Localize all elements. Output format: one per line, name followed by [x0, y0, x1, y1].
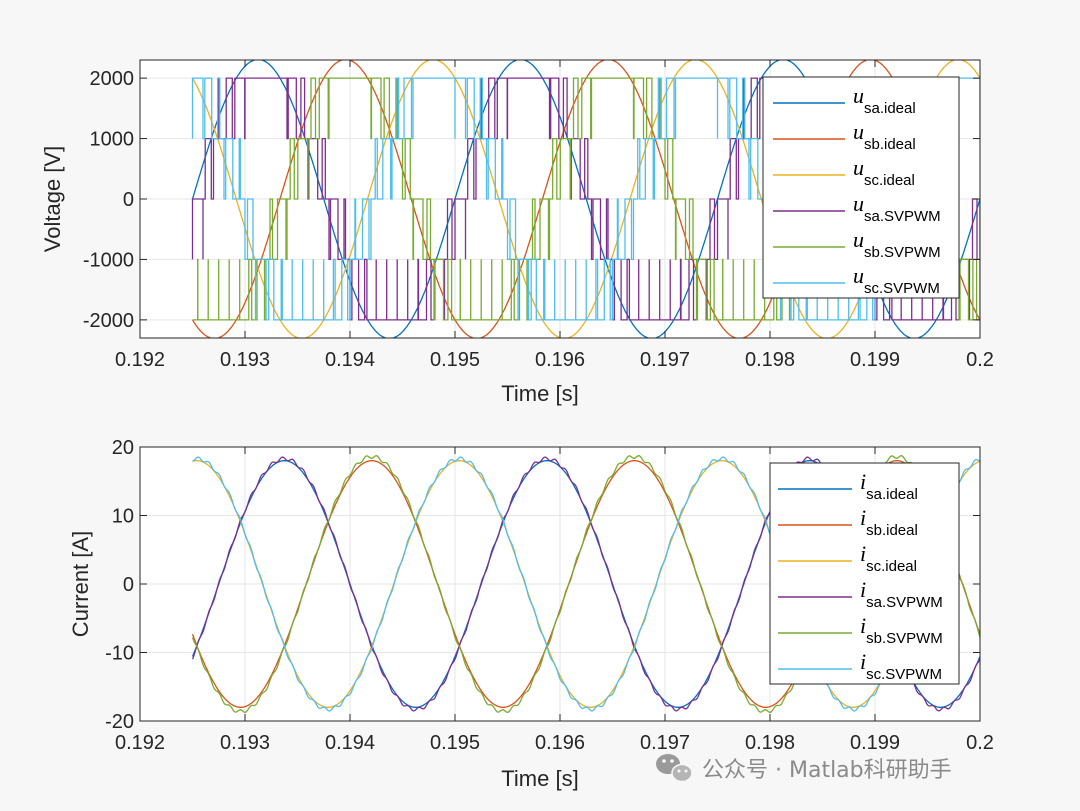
legend-label: isc.SVPWM — [860, 649, 942, 683]
x-tick-label: 0.196 — [535, 349, 585, 371]
legend-label: usc.ideal — [853, 155, 915, 189]
x-tick-label: 0.194 — [325, 732, 375, 754]
legend-label: isa.ideal — [860, 469, 918, 503]
voltage-axes: 0.192 0.193 0.194 0.195 0.196 0.197 0.198 0.199… — [40, 59, 994, 406]
legend-entry: isc.SVPWM — [778, 649, 942, 683]
x-tick-label: 0.193 — [220, 732, 270, 754]
legend-label: isc.ideal — [860, 541, 917, 575]
legend-entry: isb.SVPWM — [778, 613, 943, 647]
y-axis-label: Current [A] — [68, 531, 93, 637]
x-tick-label: 0.197 — [640, 349, 690, 371]
x-axis-label: Time [s] — [501, 381, 578, 406]
x-tick-label: 0.2 — [966, 349, 994, 371]
y-tick-label: -10 — [105, 643, 134, 665]
current-axes: 0.192 0.193 0.194 0.195 0.196 0.197 0.198 0.199… — [68, 437, 994, 791]
legend-label: isb.ideal — [860, 505, 918, 539]
x-tick-label: 0.193 — [220, 349, 270, 371]
legend: usa.idealusb.idealusc.idealusa.SVPWMusb.… — [762, 76, 960, 299]
x-tick-label: 0.192 — [115, 732, 165, 754]
legend-entry: usb.ideal — [773, 119, 916, 153]
legend-entry: usc.SVPWM — [773, 263, 940, 297]
y-tick-label: 0 — [123, 574, 134, 596]
x-tick-label: 0.196 — [535, 732, 585, 754]
watermark-text: 公众号 · Matlab科研助手 — [702, 758, 952, 783]
y-tick-label: -2000 — [83, 310, 134, 332]
watermark: 公众号 · Matlab科研助手 — [656, 754, 952, 783]
x-axis-label: Time [s] — [501, 766, 578, 791]
ticks: 0.192 0.193 0.194 0.195 0.196 0.197 0.198 0.199… — [105, 437, 994, 754]
x-tick-label: 0.199 — [850, 732, 900, 754]
legend-entry: usa.SVPWM — [773, 191, 941, 225]
wechat-icon — [656, 754, 693, 783]
series-line-isc-svpwm — [192, 456, 980, 712]
legend-entry: isc.ideal — [778, 541, 917, 575]
legend-label: usa.SVPWM — [853, 191, 941, 225]
y-tick-label: 2000 — [90, 68, 135, 90]
x-tick-label: 0.195 — [430, 732, 480, 754]
legend-label: isb.SVPWM — [860, 613, 943, 647]
legend-label: usb.SVPWM — [853, 227, 941, 261]
x-tick-label: 0.198 — [745, 349, 795, 371]
legend-label: usa.ideal — [853, 83, 916, 117]
y-tick-label: 20 — [112, 437, 134, 459]
legend-label: usc.SVPWM — [853, 263, 940, 297]
y-axis-label: Voltage [V] — [40, 146, 65, 252]
y-tick-label: -20 — [105, 711, 134, 733]
legend-entry: usb.SVPWM — [773, 227, 941, 261]
legend-entry: isa.SVPWM — [778, 577, 943, 611]
legend-entry: isa.ideal — [778, 469, 918, 503]
y-tick-label: 0 — [123, 189, 134, 211]
legend-box — [769, 462, 960, 685]
x-tick-label: 0.197 — [640, 732, 690, 754]
x-tick-label: 0.2 — [966, 732, 994, 754]
legend-entry: isb.ideal — [778, 505, 918, 539]
legend: isa.idealisb.idealisc.idealisa.SVPWMisb.… — [769, 462, 960, 685]
x-tick-label: 0.195 — [430, 349, 480, 371]
ticks: 0.192 0.193 0.194 0.195 0.196 0.197 0.198 0.199… — [83, 60, 994, 371]
legend-label: isa.SVPWM — [860, 577, 943, 611]
y-tick-label: 10 — [112, 506, 134, 528]
x-tick-label: 0.192 — [115, 349, 165, 371]
x-tick-label: 0.199 — [850, 349, 900, 371]
legend-box — [762, 76, 960, 299]
legend-entry: usa.ideal — [773, 83, 916, 117]
y-tick-label: -1000 — [83, 249, 134, 271]
legend-label: usb.ideal — [853, 119, 916, 153]
y-tick-label: 1000 — [90, 129, 135, 151]
x-tick-label: 0.198 — [745, 732, 795, 754]
x-tick-label: 0.194 — [325, 349, 375, 371]
legend-entry: usc.ideal — [773, 155, 915, 189]
